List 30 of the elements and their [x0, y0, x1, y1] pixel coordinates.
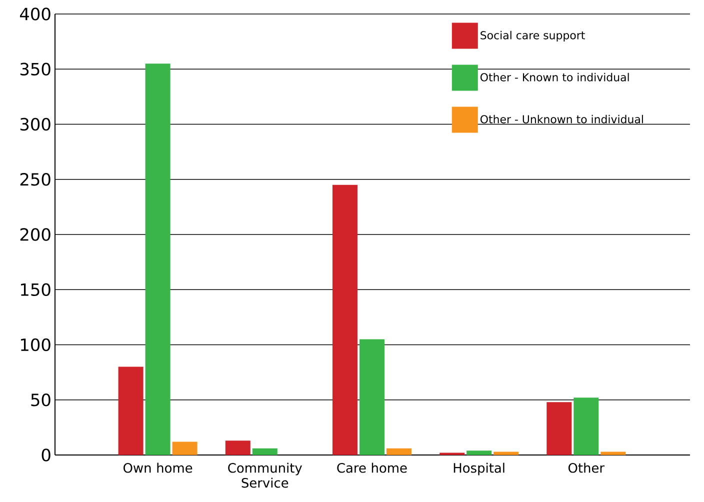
bar	[225, 440, 250, 455]
y-tick-label: 50	[31, 393, 50, 406]
y-tick-label: 100	[21, 338, 50, 352]
legend-label: Other - Unknown to individual	[480, 114, 643, 124]
x-tick-label: Hospital	[454, 462, 504, 476]
x-tick-label: Care home	[337, 462, 407, 473]
bar	[386, 448, 412, 455]
y-tick-label: 150	[21, 283, 50, 296]
bar	[332, 184, 358, 455]
x-tick-label: Community Service	[228, 462, 302, 488]
bar	[118, 366, 144, 455]
bar	[466, 450, 492, 455]
y-tick-label: 200	[20, 228, 50, 241]
bar	[359, 339, 384, 455]
y-tick-label: 250	[20, 172, 50, 186]
bar	[600, 452, 626, 455]
x-tick-label: Own home	[124, 462, 192, 473]
bar	[172, 442, 198, 455]
bar	[574, 398, 599, 455]
y-tick-label: 300	[20, 118, 50, 131]
y-tick-label: 400	[20, 8, 50, 20]
bar	[252, 448, 278, 455]
x-tick-label: Other	[568, 462, 605, 473]
bar	[145, 64, 170, 455]
legend-label: Social care support	[480, 30, 585, 42]
bar	[546, 402, 572, 455]
bar	[494, 452, 519, 455]
y-tick-label: 0	[42, 448, 50, 462]
legend-label: Other - Known to individual	[480, 72, 629, 82]
y-tick-label: 350	[20, 62, 50, 76]
